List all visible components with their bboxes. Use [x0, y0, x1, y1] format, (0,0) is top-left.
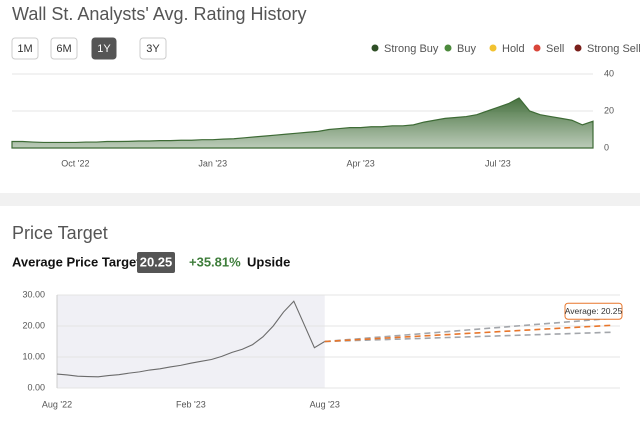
- x-tick-label: Oct '22: [61, 158, 89, 168]
- x-tick-label: Aug '23: [310, 399, 340, 409]
- forecast-line: [324, 317, 614, 343]
- y-tick-label: 10.00: [22, 351, 45, 361]
- legend-dot[interactable]: [533, 44, 541, 52]
- timeframe-label[interactable]: 3Y: [146, 43, 160, 55]
- y-tick-label: 20: [604, 105, 614, 115]
- avg-box: [137, 252, 175, 273]
- legend-label[interactable]: Buy: [457, 43, 476, 55]
- timeframe-button[interactable]: [91, 37, 117, 60]
- legend-dot[interactable]: [574, 44, 582, 52]
- y-tick-label: 30.00: [22, 289, 45, 299]
- upside-label: Upside: [247, 254, 290, 269]
- timeframe-button[interactable]: [50, 37, 78, 60]
- legend-label[interactable]: Strong Buy: [384, 43, 439, 55]
- separator: [0, 193, 640, 206]
- legend-label[interactable]: Strong Sell: [587, 43, 640, 55]
- x-tick-label: Apr '23: [346, 158, 374, 168]
- timeframe-button[interactable]: [139, 37, 167, 60]
- legend-label[interactable]: Hold: [502, 43, 525, 55]
- timeframe-label[interactable]: 6M: [56, 43, 71, 55]
- price-title: Price Target: [12, 223, 108, 243]
- y-tick-label: 0: [604, 142, 609, 152]
- annotation: Average: 20.25: [565, 306, 623, 316]
- y-tick-label: 20.00: [22, 320, 45, 330]
- avg-label: Average Price Target: [12, 254, 141, 269]
- x-tick-label: Aug '22: [42, 399, 72, 409]
- timeframe-label[interactable]: 1M: [17, 43, 32, 55]
- price-line: [56, 300, 325, 378]
- forecast-line: [324, 324, 614, 343]
- legend-dot[interactable]: [444, 44, 452, 52]
- legend-label[interactable]: Sell: [546, 43, 564, 55]
- legend-dot[interactable]: [371, 44, 379, 52]
- rating-area: [11, 97, 594, 149]
- y-tick-label: 0.00: [27, 382, 45, 392]
- legend-dot[interactable]: [489, 44, 497, 52]
- annotation-box: [564, 302, 623, 320]
- x-tick-label: Feb '23: [176, 399, 206, 409]
- y-tick-label: 40: [604, 68, 614, 78]
- avg-value: 20.25: [140, 254, 173, 269]
- x-tick-label: Jul '23: [485, 158, 511, 168]
- timeframe-label[interactable]: 1Y: [97, 43, 111, 55]
- rating-title: Wall St. Analysts' Avg. Rating History: [12, 4, 307, 24]
- upside-value: +35.81%: [189, 254, 241, 269]
- timeframe-button[interactable]: [11, 37, 39, 60]
- forecast-line: [324, 331, 614, 343]
- x-tick-label: Jan '23: [198, 158, 227, 168]
- history-shade: [57, 295, 325, 388]
